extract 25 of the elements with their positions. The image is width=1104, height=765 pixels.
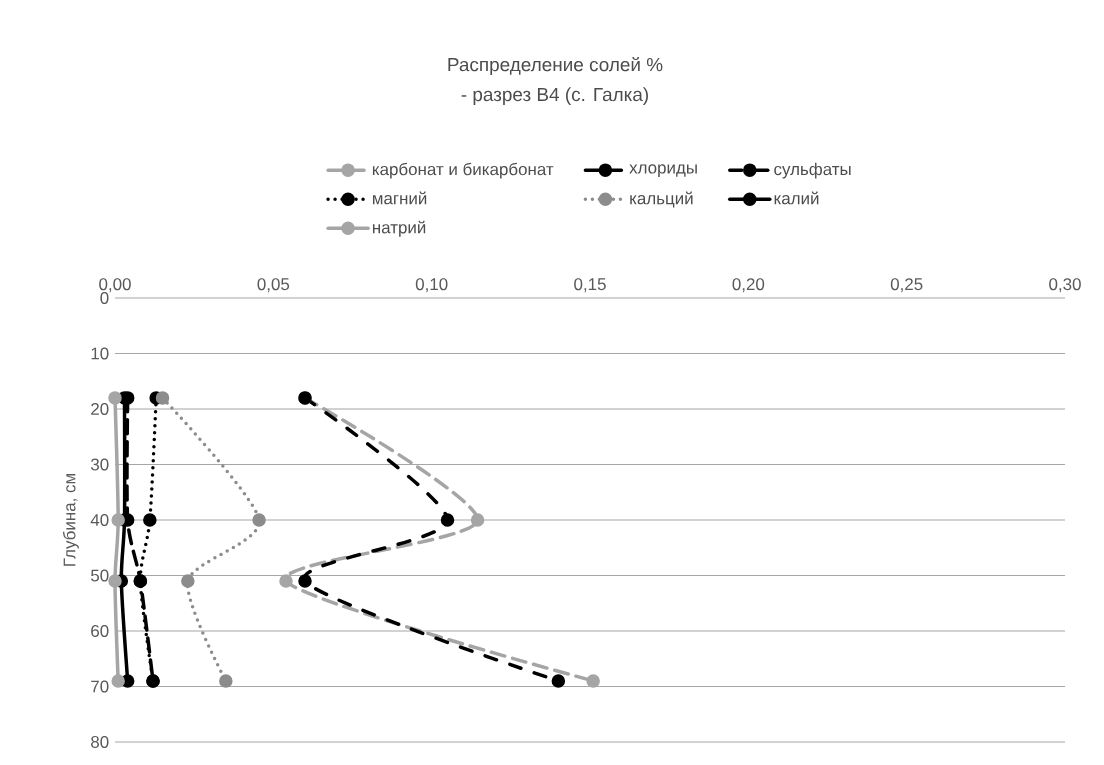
legend-label: натрий xyxy=(372,220,426,237)
legend-label: магний xyxy=(372,191,427,205)
legend-label: калий xyxy=(774,191,819,205)
y-tick-label: 20 xyxy=(91,403,109,415)
x-tick-label: 0,05 xyxy=(257,278,290,293)
y-tick-label: 70 xyxy=(91,680,109,693)
y-axis-title: Глубина, см xyxy=(62,474,79,566)
y-tick-label: 50 xyxy=(91,569,109,582)
y-tick-label: 60 xyxy=(91,624,109,637)
x-tick-label: 0,10 xyxy=(415,278,448,293)
x-tick-label: 0,15 xyxy=(574,278,606,293)
y-tick-label: 80 xyxy=(91,735,109,748)
legend-label: карбонат и бикарбонат xyxy=(372,162,554,179)
legend-label: сульфаты xyxy=(774,162,851,179)
legend-label: кальций xyxy=(630,191,693,208)
y-tick-label: 30 xyxy=(90,458,109,471)
y-tick-label: 40 xyxy=(90,514,109,526)
chart-title: Распределение солей % - разрез В4 (с. Галка) xyxy=(448,57,663,105)
y-tick-label: 10 xyxy=(91,347,109,360)
x-tick-label: 0,20 xyxy=(732,278,765,293)
legend-label: хлориды xyxy=(629,164,697,177)
x-tick-label: 0,25 xyxy=(890,278,923,293)
x-tick-label: 0,00 xyxy=(99,278,131,293)
y-tick-label: 0 xyxy=(100,292,109,304)
x-tick-label: 0,30 xyxy=(1049,278,1081,293)
